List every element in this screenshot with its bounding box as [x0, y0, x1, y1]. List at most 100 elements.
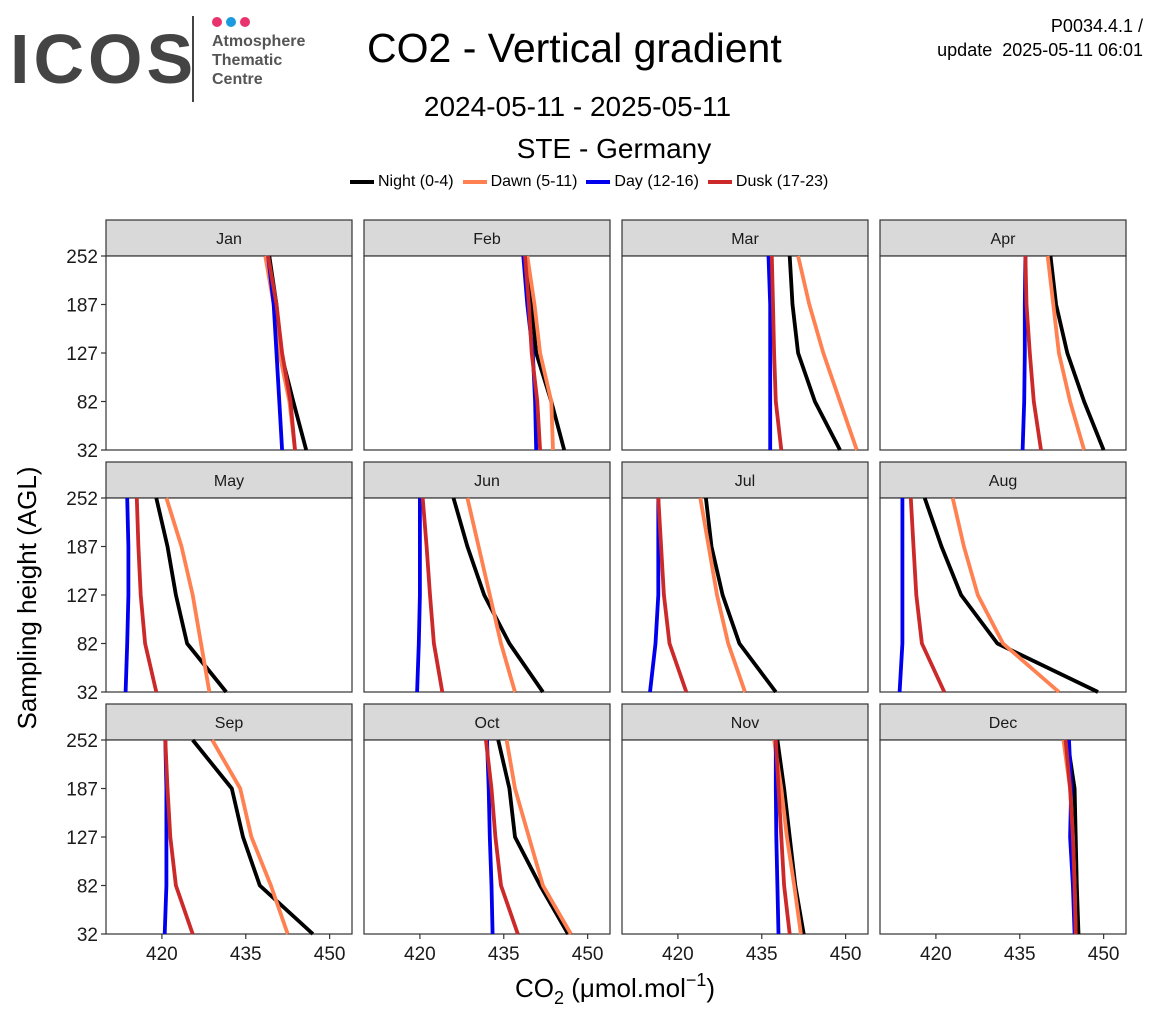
- facet-label: Sep: [215, 715, 244, 732]
- series-line-dusk: [1063, 739, 1078, 935]
- facet-label: Aug: [989, 473, 1017, 490]
- y-tick-label: 32: [77, 441, 98, 462]
- x-tick-label: 450: [314, 944, 346, 965]
- facet-plot-area: [879, 255, 1127, 451]
- series-line-day: [415, 498, 422, 693]
- series-line-dusk: [484, 739, 520, 935]
- y-tick-label: 252: [66, 731, 98, 752]
- version-info: P0034.4.1 / update 2025-05-11 06:01: [937, 14, 1143, 62]
- y-tick-label: 127: [66, 344, 98, 365]
- x-tick-label: 435: [746, 944, 778, 965]
- series-line-night: [922, 497, 1099, 694]
- y-tick-label: 82: [77, 393, 98, 414]
- logo-dot-2: [226, 17, 236, 27]
- x-tick-label: 420: [920, 944, 952, 965]
- icos-logo: ICOS Atmosphere Thematic Centre: [10, 14, 330, 106]
- facet-panel-sep: Sep 32 82 127 187 252 420 435 450: [66, 703, 353, 965]
- update-timestamp: update 2025-05-11 06:01: [937, 40, 1143, 60]
- y-tick-label: 127: [66, 586, 98, 607]
- series-line-night: [451, 497, 545, 694]
- series-line-day: [766, 255, 773, 450]
- y-tick-label: 187: [66, 296, 98, 317]
- y-tick-label: 252: [66, 247, 98, 268]
- facet-strip: [363, 461, 611, 499]
- series-line-dusk: [134, 497, 159, 693]
- logo-line-atmosphere: Atmosphere: [212, 33, 306, 50]
- facet-label: Feb: [473, 231, 501, 248]
- series-line-dusk: [163, 739, 195, 935]
- series-line-dusk: [523, 255, 542, 451]
- facet-panel-may: May 32 82 127 187 252: [66, 461, 353, 704]
- facet-label: May: [214, 473, 244, 490]
- facet-label: Jan: [216, 231, 242, 248]
- date-range: 2024-05-11 - 2025-05-11: [423, 91, 732, 122]
- facet-strip: [879, 219, 1127, 257]
- series-line-night: [496, 739, 570, 935]
- y-tick-label: 32: [77, 683, 98, 704]
- logo-line-thematic: Thematic: [212, 52, 283, 69]
- series-line-dawn: [525, 255, 555, 451]
- facet-panel-apr: Apr: [879, 219, 1127, 451]
- series-line-night: [704, 497, 778, 694]
- series-line-dusk: [420, 497, 445, 693]
- x-tick-label: 420: [146, 944, 178, 965]
- facet-strip: [621, 461, 869, 499]
- series-line-dusk: [769, 255, 784, 451]
- facet-panel-aug: Aug: [879, 461, 1127, 694]
- x-tick-label: 420: [662, 944, 694, 965]
- x-tick-label: 435: [488, 944, 520, 965]
- x-tick-label: 450: [1088, 944, 1120, 965]
- facet-strip: [621, 219, 869, 257]
- series-line-day: [897, 498, 905, 693]
- x-axis-label-part: CO: [515, 973, 554, 1003]
- facet-label: Oct: [475, 715, 500, 732]
- facet-plot-area: [621, 255, 869, 451]
- x-axis-label: CO2 (μmol.mol−1): [515, 970, 715, 1008]
- legend-label-night: Night (0-4): [378, 173, 454, 190]
- facet-panel-dec: Dec 420 435 450: [879, 703, 1127, 965]
- logo-divider: [192, 16, 194, 102]
- y-tick-label: 82: [77, 877, 98, 898]
- series-line-night: [1048, 255, 1106, 451]
- series-line-dusk: [266, 255, 297, 451]
- facet-panel-oct: Oct 420 435 450: [363, 703, 611, 965]
- x-tick-label: 435: [230, 944, 262, 965]
- x-axis-label-part: (μmol.mol: [564, 973, 686, 1003]
- chart-title: CO2 - Vertical gradient: [367, 25, 782, 71]
- x-tick-label: 450: [830, 944, 862, 965]
- facet-panel-jul: Jul: [621, 461, 869, 694]
- legend: Night (0-4) Dawn (5-11) Day (12-16) Dusk…: [350, 171, 837, 193]
- facet-plot-area: [105, 497, 353, 693]
- series-line-dawn: [465, 497, 517, 693]
- y-tick-label: 187: [66, 538, 98, 559]
- legend-item-dawn: Dawn (5-11): [462, 173, 578, 191]
- y-axis-label: Sampling height (AGL): [12, 466, 42, 729]
- site-label: STE - Germany: [516, 133, 712, 164]
- facet-plot-area: [363, 255, 611, 451]
- facet-plot-area: [621, 739, 869, 935]
- legend-swatch-night: [350, 180, 374, 184]
- x-tick-label: 435: [1004, 944, 1036, 965]
- facet-panel-jan: Jan 32 82 127 187 252: [66, 219, 353, 462]
- facet-label: Apr: [991, 231, 1017, 248]
- facet-label: Jun: [474, 473, 500, 490]
- y-tick-label: 187: [66, 780, 98, 801]
- y-tick-label: 252: [66, 489, 98, 510]
- facet-strip: [105, 703, 353, 741]
- x-tick-label: 420: [404, 944, 436, 965]
- logo-wordmark: ICOS: [10, 20, 198, 98]
- legend-swatch-day: [586, 180, 611, 184]
- y-tick-label: 127: [66, 828, 98, 849]
- facet-panel-jun: Jun: [363, 461, 611, 694]
- series-line-dawn: [164, 497, 212, 693]
- facet-label: Dec: [989, 715, 1017, 732]
- facet-strip: [105, 219, 353, 257]
- facet-panel-nov: Nov 420 435 450: [621, 703, 869, 965]
- x-tick-label: 450: [572, 944, 604, 965]
- facet-label: Nov: [731, 715, 759, 732]
- series-line-dawn: [1045, 255, 1086, 451]
- legend-item-dusk: Dusk (17-23): [707, 173, 828, 191]
- facet-panel-feb: Feb: [363, 219, 611, 451]
- y-tick-label: 82: [77, 635, 98, 656]
- legend-label-dawn: Dawn (5-11): [490, 173, 578, 190]
